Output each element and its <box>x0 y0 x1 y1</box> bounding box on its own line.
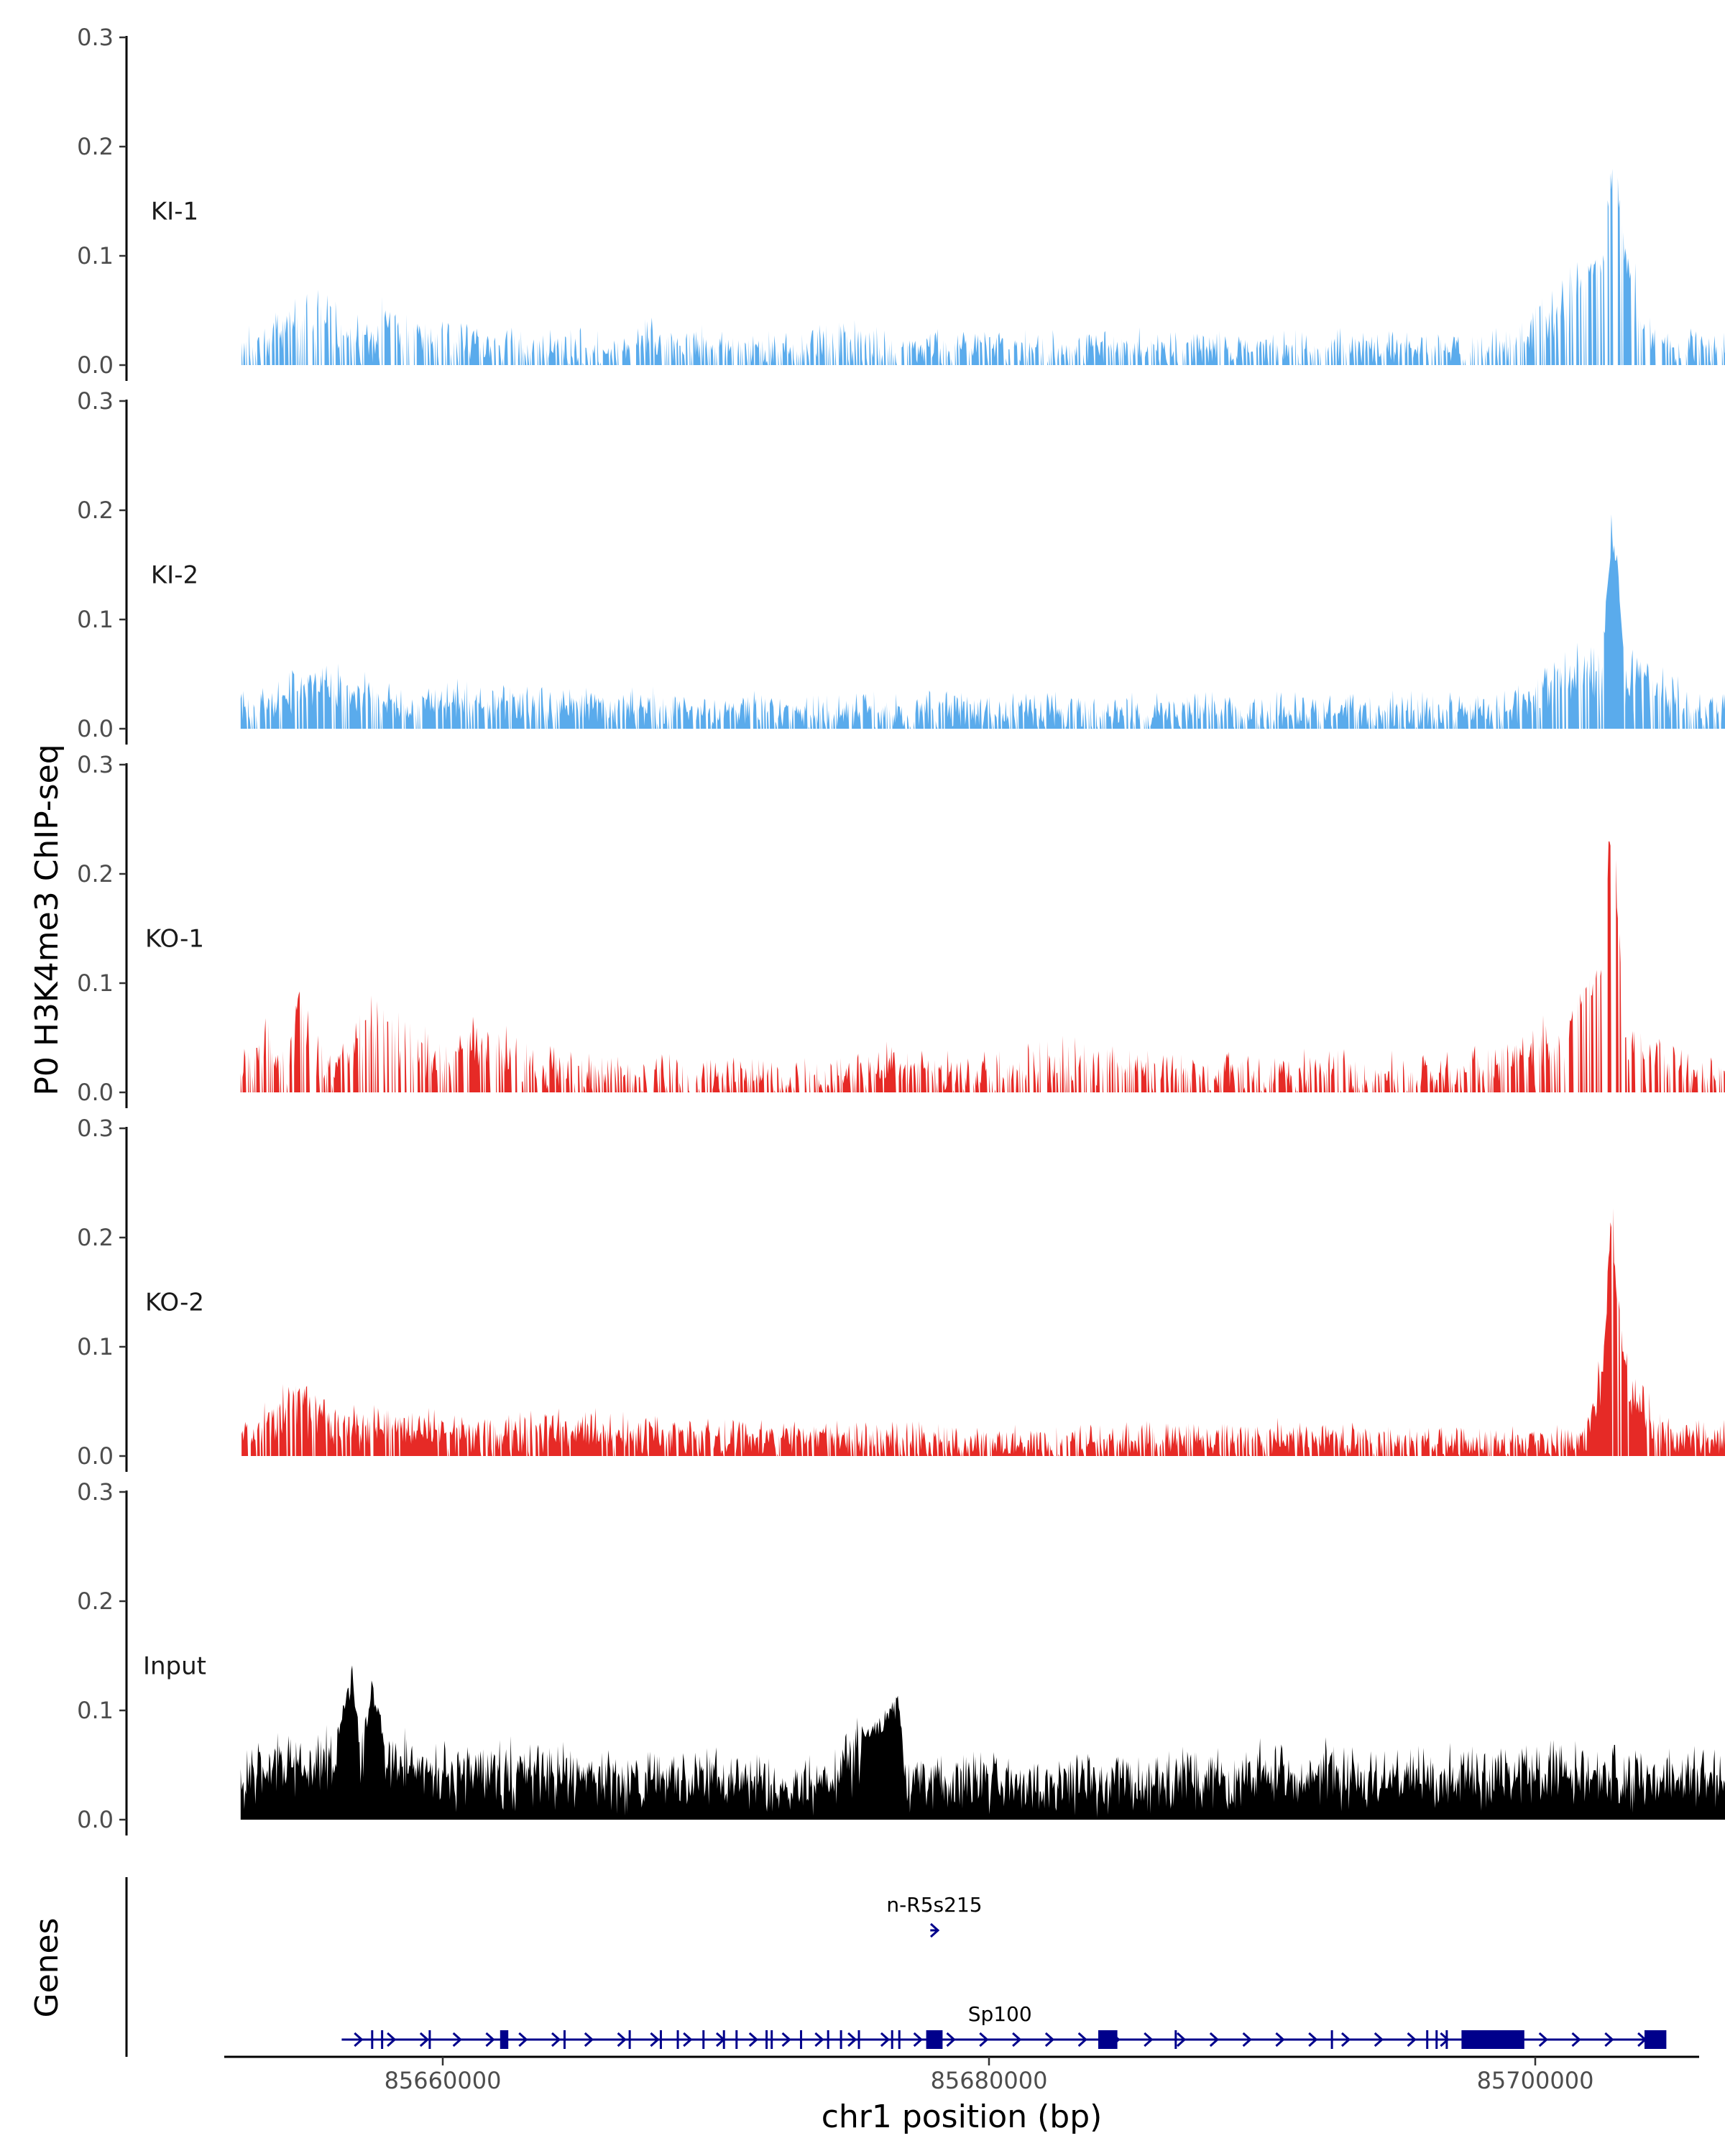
strand-arrow <box>1374 2032 1384 2047</box>
y-tick-label: 0.1 <box>77 606 114 633</box>
y-tick-label: 0.0 <box>77 1806 114 1833</box>
signal-area-ko-2 <box>242 1208 1725 1456</box>
gene-n-r5s215: n-R5s215 <box>886 1893 983 1938</box>
exon-block <box>500 2030 509 2049</box>
y-tick-label: 0.2 <box>77 497 114 524</box>
track-ko-2: 0.0 0.1 0.2 0.3 KO-2 <box>77 1115 1725 1472</box>
strand-arrow <box>1407 2032 1417 2047</box>
strand-arrow <box>1144 2032 1154 2047</box>
exon-block <box>1644 2030 1667 2049</box>
y-tick-label: 0.0 <box>77 351 114 379</box>
strand-arrow <box>518 2032 528 2047</box>
x-tick-label: 85660000 <box>385 2067 502 2094</box>
strand-arrow <box>913 2032 923 2047</box>
track-input: 0.0 0.1 0.2 0.3 Input <box>77 1478 1725 1835</box>
strand-arrow <box>1177 2032 1187 2047</box>
strand-arrow <box>1242 2032 1252 2047</box>
strand-arrow <box>683 2032 693 2047</box>
gene-sp100: Sp100 <box>341 2002 1667 2049</box>
y-tick-label: 0.3 <box>77 751 114 778</box>
strand-arrow <box>748 2032 759 2047</box>
y-tick-label: 0.3 <box>77 387 114 415</box>
strand-arrow <box>1604 2032 1614 2047</box>
x-tick-label: 85700000 <box>1477 2067 1594 2094</box>
signal-area-ki-1 <box>242 168 1725 365</box>
strand-arrow <box>946 2032 956 2047</box>
track-label: KI-2 <box>151 561 198 590</box>
y-tick-label: 0.0 <box>77 715 114 742</box>
strand-arrow <box>1012 2032 1022 2047</box>
y-tick-label: 0.1 <box>77 1333 114 1360</box>
strand-arrow <box>551 2032 561 2047</box>
strand-arrow <box>1308 2032 1318 2047</box>
genes-panel: 85660000 85680000 85700000 n-R5s215 Sp100 <box>125 1877 1699 2094</box>
signal-area-ko-1 <box>240 841 1725 1092</box>
y-tick-label: 0.2 <box>77 860 114 888</box>
track-label: KI-1 <box>151 198 198 226</box>
y-tick-label: 0.2 <box>77 1588 114 1615</box>
strand-arrow <box>1077 2032 1087 2047</box>
strand-arrow <box>419 2032 430 2047</box>
y-tick-label: 0.1 <box>77 242 114 270</box>
exon-block <box>926 2030 943 2049</box>
y-tick-label: 0.1 <box>77 1697 114 1724</box>
y-tick-label: 0.3 <box>77 1115 114 1142</box>
signal-area-input <box>240 1665 1725 1820</box>
strand-arrow <box>452 2032 462 2047</box>
track-ko-1: 0.0 0.1 0.2 0.3 KO-1 <box>77 751 1725 1108</box>
track-ki-1: 0.0 0.1 0.2 0.3 KI-1 <box>77 24 1725 381</box>
y-tick-label: 0.3 <box>77 24 114 51</box>
y-tick-label: 0.2 <box>77 1224 114 1251</box>
strand-arrow <box>814 2032 824 2047</box>
y-tick-label: 0.3 <box>77 1478 114 1506</box>
strand-arrow <box>781 2032 791 2047</box>
exon-block <box>1461 2030 1524 2049</box>
strand-arrow <box>584 2032 594 2047</box>
strand-arrow <box>1044 2032 1055 2047</box>
y-tick-label: 0.1 <box>77 969 114 997</box>
signal-tracks: 0.00.10.20.3KI-10.00.10.20.3KI-20.00.10.… <box>77 24 1725 1835</box>
strand-arrow <box>650 2032 660 2047</box>
x-axis-title: chr1 position (bp) <box>822 2099 1103 2135</box>
gene-label: Sp100 <box>968 2002 1032 2026</box>
strand-arrow <box>485 2032 495 2047</box>
y-tick-label: 0.0 <box>77 1442 114 1470</box>
strand-arrow <box>847 2032 857 2047</box>
genes-axis-title: Genes <box>29 1917 65 2017</box>
strand-arrow <box>979 2032 989 2047</box>
y-axis-title: P0 H3K4me3 ChIP-seq <box>29 744 65 1095</box>
strand-arrow <box>1571 2032 1581 2047</box>
track-ki-2: 0.0 0.1 0.2 0.3 KI-2 <box>77 387 1725 745</box>
strand-arrow <box>1538 2032 1548 2047</box>
track-label: KO-2 <box>145 1289 204 1317</box>
exon-block <box>1098 2030 1118 2049</box>
strand-arrow <box>1209 2032 1220 2047</box>
strand-arrow <box>929 1922 940 1938</box>
strand-arrow <box>1275 2032 1285 2047</box>
track-label: KO-1 <box>145 925 204 954</box>
y-tick-label: 0.2 <box>77 133 114 160</box>
strand-arrow <box>617 2032 627 2047</box>
track-label: Input <box>143 1652 206 1681</box>
gene-label: n-R5s215 <box>886 1893 982 1917</box>
x-tick-label: 85680000 <box>931 2067 1048 2094</box>
signal-area-ki-2 <box>240 514 1725 729</box>
strand-arrow <box>880 2032 891 2047</box>
strand-arrow <box>1340 2032 1351 2047</box>
strand-arrow <box>354 2032 364 2047</box>
y-tick-label: 0.0 <box>77 1079 114 1106</box>
strand-arrow <box>387 2032 397 2047</box>
